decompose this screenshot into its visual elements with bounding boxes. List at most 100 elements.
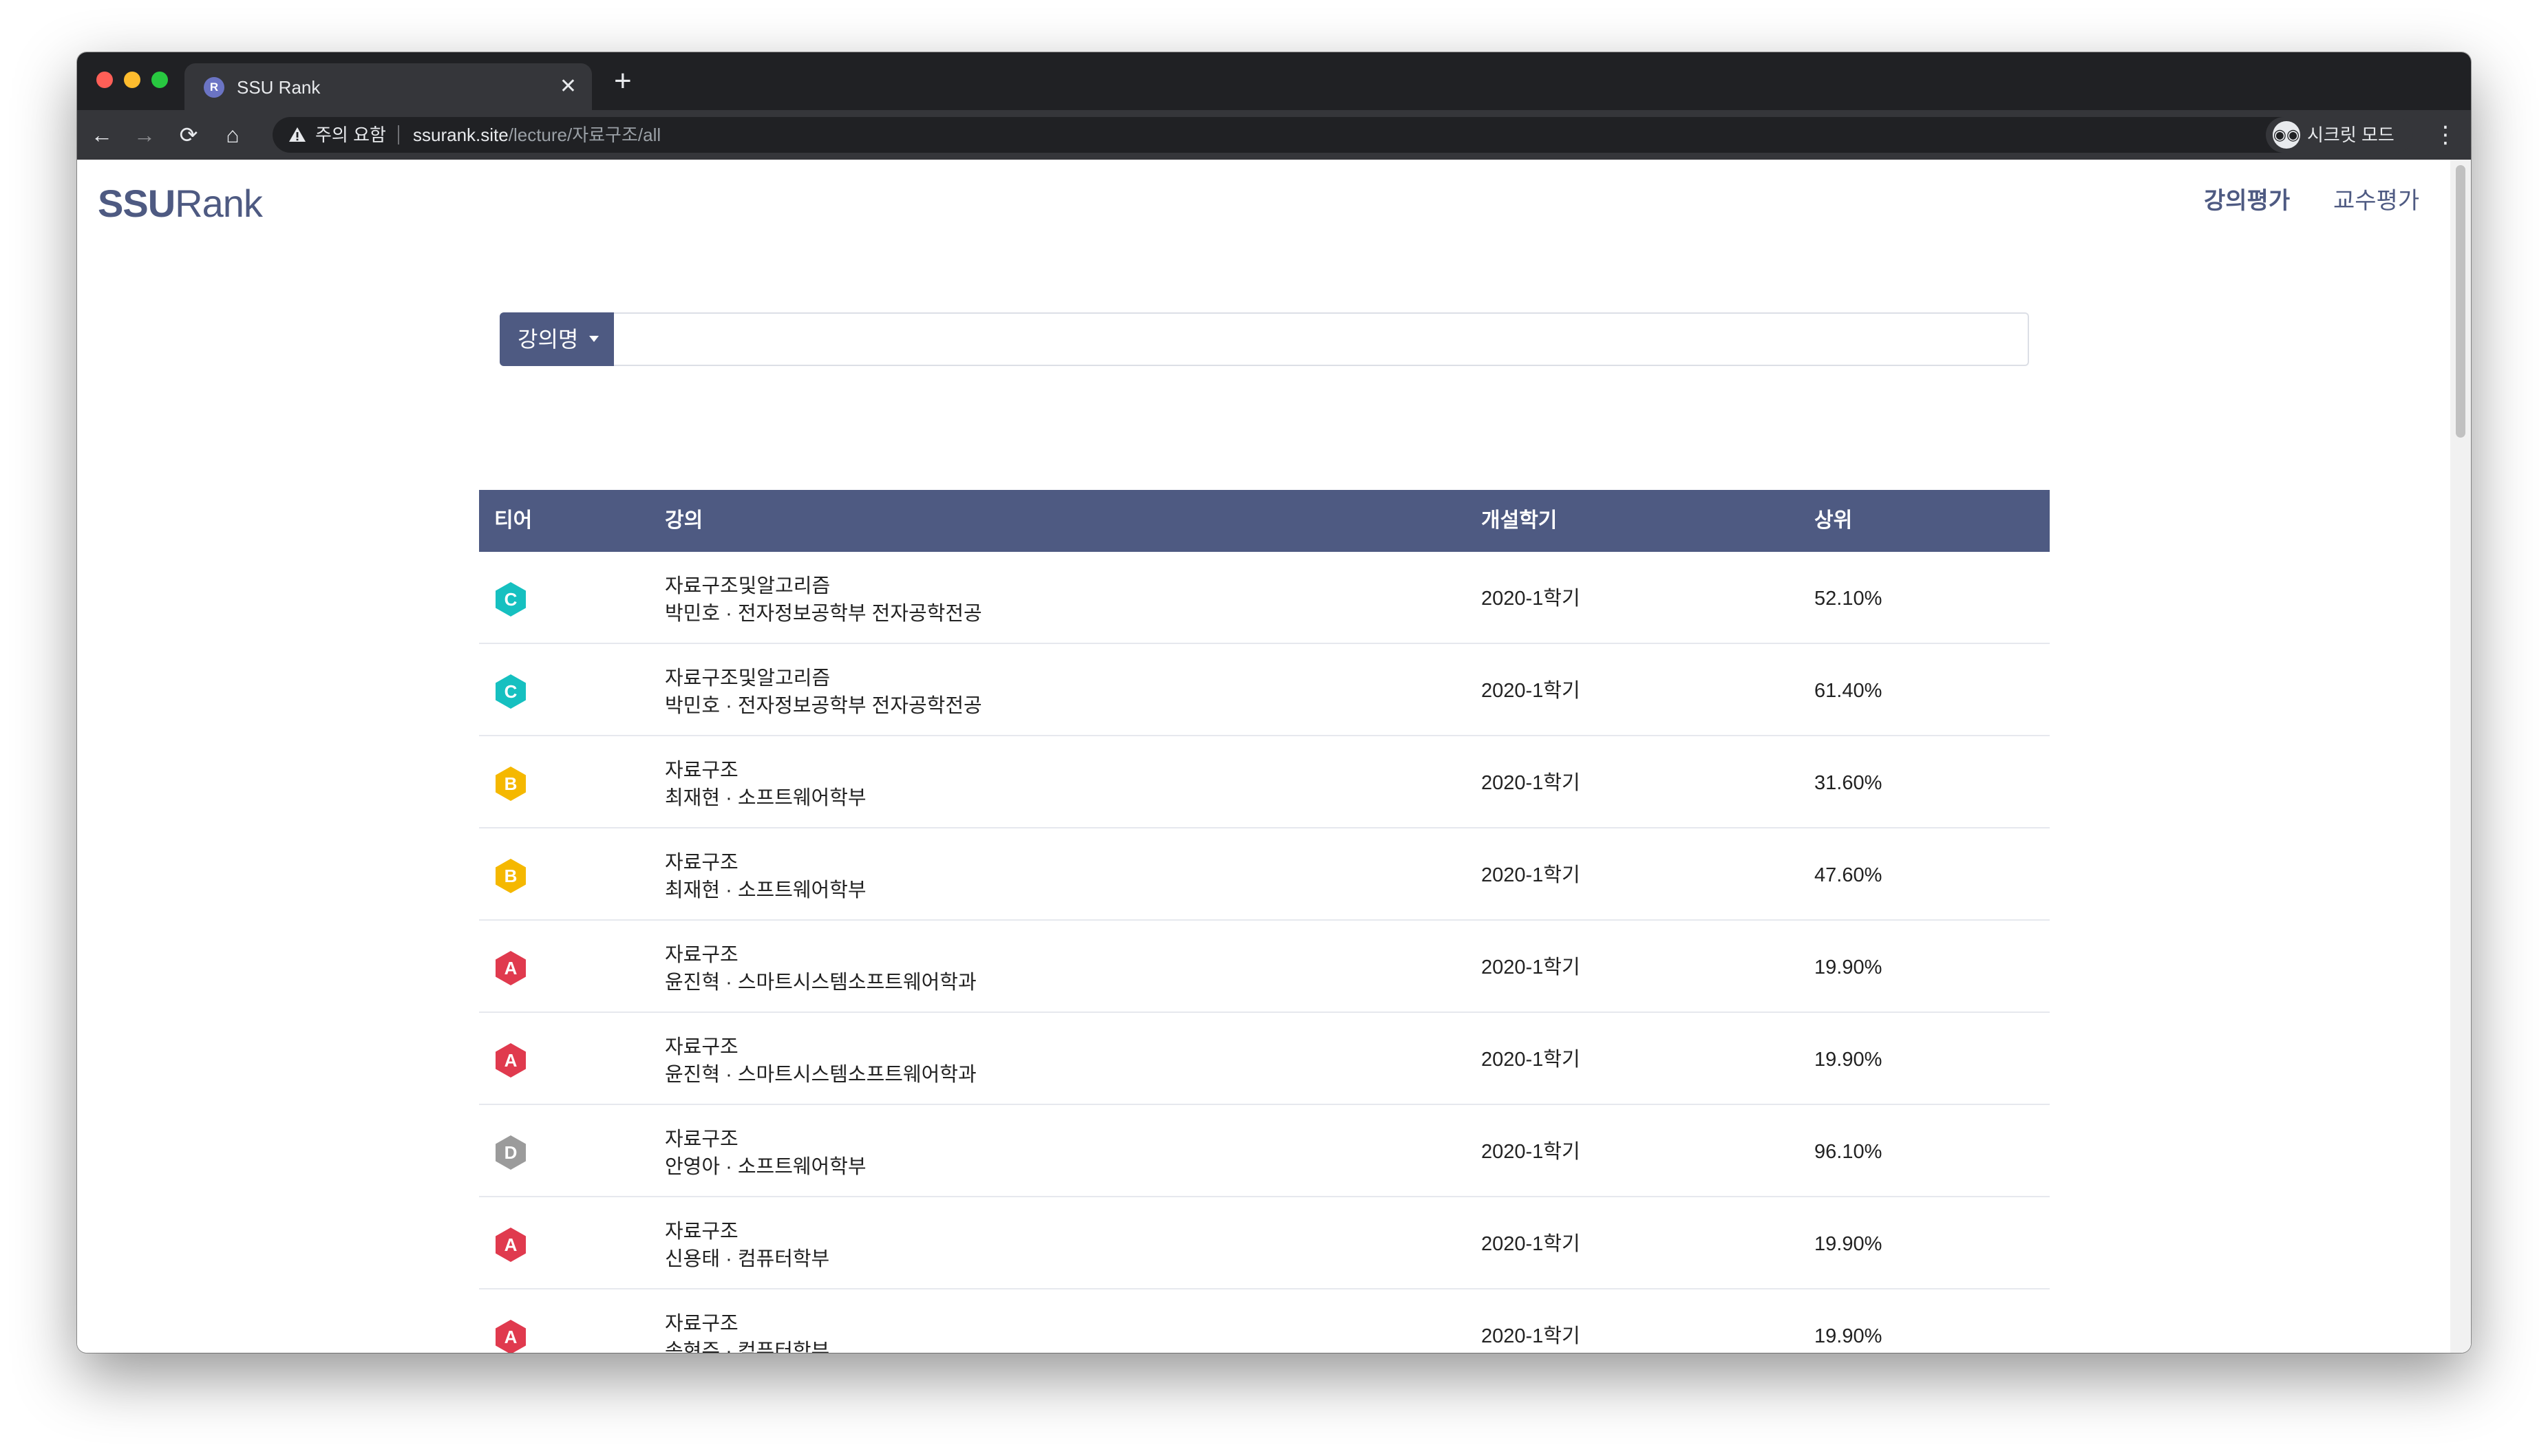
separator-dot: · [720, 1156, 738, 1178]
tier-badge-icon: B [494, 766, 527, 802]
new-tab-button[interactable]: + [614, 64, 632, 98]
rank-cell: 47.60% [1814, 864, 1882, 886]
professor-name: 안영아 [665, 1156, 721, 1178]
lecture-cell[interactable]: 자료구조 최재현 · 소프트웨어학부 [665, 849, 867, 904]
lecture-name: 자료구조및알고리즘 [665, 575, 831, 597]
lecture-cell[interactable]: 자료구조 신용태 · 컴퓨터학부 [665, 1218, 829, 1273]
nav-lecture-review[interactable]: 강의평가 [2204, 188, 2291, 214]
tab-bar: R SSU Rank ✕ + [77, 52, 2471, 110]
separator-dot: · [720, 1064, 738, 1086]
table-row[interactable]: D 자료구조 안영아 · 소프트웨어학부 2020-1학기 96.10% [479, 1105, 2050, 1197]
browser-window: R SSU Rank ✕ + ← → ⟳ ⌂ 주의 요함 ssurank.sit… [77, 52, 2471, 1353]
caret-down-icon [589, 336, 599, 342]
department-name: 전자정보공학부 전자공학전공 [737, 603, 982, 625]
back-button[interactable]: ← [91, 122, 113, 147]
home-button[interactable]: ⌂ [226, 122, 240, 147]
forward-button[interactable]: → [134, 122, 156, 147]
header-rank: 상위 [1814, 509, 1853, 532]
browser-menu-icon[interactable]: ⋮ [2434, 122, 2457, 148]
close-window-button[interactable] [96, 72, 113, 88]
department-name: 소프트웨어학부 [737, 787, 867, 809]
lecture-name: 자료구조 [665, 1313, 739, 1335]
zoom-window-button[interactable] [151, 72, 168, 88]
url-host: ssurank.site [413, 125, 509, 145]
lecture-cell[interactable]: 자료구조 최재현 · 소프트웨어학부 [665, 757, 867, 812]
header-tier: 티어 [494, 509, 533, 532]
semester-cell: 2020-1학기 [1481, 772, 1580, 794]
search-type-dropdown[interactable]: 강의명 [500, 312, 614, 366]
browser-tab[interactable]: R SSU Rank ✕ [184, 63, 592, 110]
tier-badge-icon: B [494, 858, 527, 894]
tier-badge-icon: A [494, 950, 527, 986]
tier-badge-icon: A [494, 1227, 527, 1263]
semester-cell: 2020-1학기 [1481, 1325, 1580, 1347]
department-name: 스마트시스템소프트웨어학과 [737, 972, 977, 994]
nav-professor-review[interactable]: 교수평가 [2333, 188, 2420, 214]
rank-cell: 31.60% [1814, 772, 1882, 794]
table-row[interactable]: A 자료구조 윤진혁 · 스마트시스템소프트웨어학과 2020-1학기 19.90% [479, 1013, 2050, 1105]
header-lecture: 강의 [665, 509, 703, 532]
lecture-name: 자료구조 [665, 760, 739, 782]
minimize-window-button[interactable] [124, 72, 140, 88]
omnibox-divider [398, 125, 399, 144]
tier-letter: A [505, 1327, 518, 1347]
warning-icon[interactable] [288, 125, 307, 144]
incognito-indicator[interactable]: ◉◉ 시크릿 모드 [2266, 117, 2413, 153]
semester-cell: 2020-1학기 [1481, 1233, 1580, 1255]
semester-cell: 2020-1학기 [1481, 864, 1580, 886]
lecture-professor-department: 박민호 · 전자정보공학부 전자공학전공 [665, 692, 982, 720]
tab-title: SSU Rank [237, 77, 321, 98]
tier-badge-icon: A [494, 1042, 527, 1078]
tier-letter: C [505, 589, 518, 610]
address-bar[interactable]: 주의 요함 ssurank.site/lecture/자료구조/all ☆ [273, 117, 2344, 153]
professor-name: 최재현 [665, 879, 721, 901]
browser-toolbar: ← → ⟳ ⌂ 주의 요함 ssurank.site/lecture/자료구조/… [77, 110, 2471, 160]
rank-cell: 96.10% [1814, 1141, 1882, 1163]
professor-name: 박민호 [665, 603, 721, 625]
table-row[interactable]: A 자료구조 윤진혁 · 스마트시스템소프트웨어학과 2020-1학기 19.90% [479, 921, 2050, 1013]
tier-badge-icon: A [494, 1319, 527, 1353]
table-row[interactable]: B 자료구조 최재현 · 소프트웨어학부 2020-1학기 31.60% [479, 736, 2050, 828]
lecture-professor-department: 윤진혁 · 스마트시스템소프트웨어학과 [665, 1061, 977, 1089]
professor-name: 윤진혁 [665, 1064, 721, 1086]
scrollbar-thumb[interactable] [2456, 165, 2465, 438]
rank-cell: 19.90% [1814, 1325, 1882, 1347]
separator-dot: · [720, 603, 738, 625]
lecture-cell[interactable]: 자료구조 윤진혁 · 스마트시스템소프트웨어학과 [665, 941, 977, 996]
table-row[interactable]: C 자료구조및알고리즘 박민호 · 전자정보공학부 전자공학전공 2020-1학기 61… [479, 644, 2050, 736]
department-name: 전자정보공학부 전자공학전공 [737, 695, 982, 717]
incognito-icon: ◉◉ [2273, 121, 2300, 149]
tier-letter: B [505, 773, 518, 794]
search-type-label: 강의명 [518, 327, 579, 352]
professor-name: 박민호 [665, 695, 721, 717]
url-text[interactable]: ssurank.site/lecture/자료구조/all [413, 125, 661, 145]
security-label[interactable]: 주의 요함 [315, 125, 386, 145]
table-row[interactable]: C 자료구조및알고리즘 박민호 · 전자정보공학부 전자공학전공 2020-1학기 52… [479, 552, 2050, 644]
professor-name: 송현주 [665, 1340, 721, 1353]
lecture-cell[interactable]: 자료구조 안영아 · 소프트웨어학부 [665, 1126, 867, 1181]
rank-cell: 61.40% [1814, 680, 1882, 702]
lecture-name: 자료구조 [665, 1036, 739, 1058]
lecture-cell[interactable]: 자료구조 송현주 · 컴퓨터학부 [665, 1310, 829, 1353]
page-viewport: SSURank 강의평가 교수평가 강의명 티어 강의 개설학기 상위 C 자료구… [77, 160, 2471, 1353]
close-tab-icon[interactable]: ✕ [559, 75, 577, 98]
department-name: 컴퓨터학부 [737, 1340, 830, 1353]
lecture-professor-department: 신용태 · 컴퓨터학부 [665, 1245, 829, 1273]
lecture-name: 자료구조및알고리즘 [665, 667, 831, 689]
table-row[interactable]: A 자료구조 송현주 · 컴퓨터학부 2020-1학기 19.90% [479, 1289, 2050, 1353]
reload-button[interactable]: ⟳ [179, 122, 198, 147]
table-row[interactable]: B 자료구조 최재현 · 소프트웨어학부 2020-1학기 47.60% [479, 828, 2050, 921]
search-input[interactable] [614, 312, 2029, 366]
lecture-name: 자료구조 [665, 852, 739, 874]
page-scrollbar[interactable] [2450, 160, 2471, 1353]
table-row[interactable]: A 자료구조 신용태 · 컴퓨터학부 2020-1학기 19.90% [479, 1197, 2050, 1289]
url-path: /lecture/자료구조/all [508, 125, 661, 145]
lecture-professor-department: 윤진혁 · 스마트시스템소프트웨어학과 [665, 969, 977, 996]
tier-letter: D [505, 1142, 518, 1163]
site-logo[interactable]: SSURank [98, 182, 263, 226]
lecture-professor-department: 안영아 · 소프트웨어학부 [665, 1153, 867, 1181]
lecture-table: 티어 강의 개설학기 상위 C 자료구조및알고리즘 박민호 · 전자정보공학부 전자… [479, 490, 2050, 1353]
